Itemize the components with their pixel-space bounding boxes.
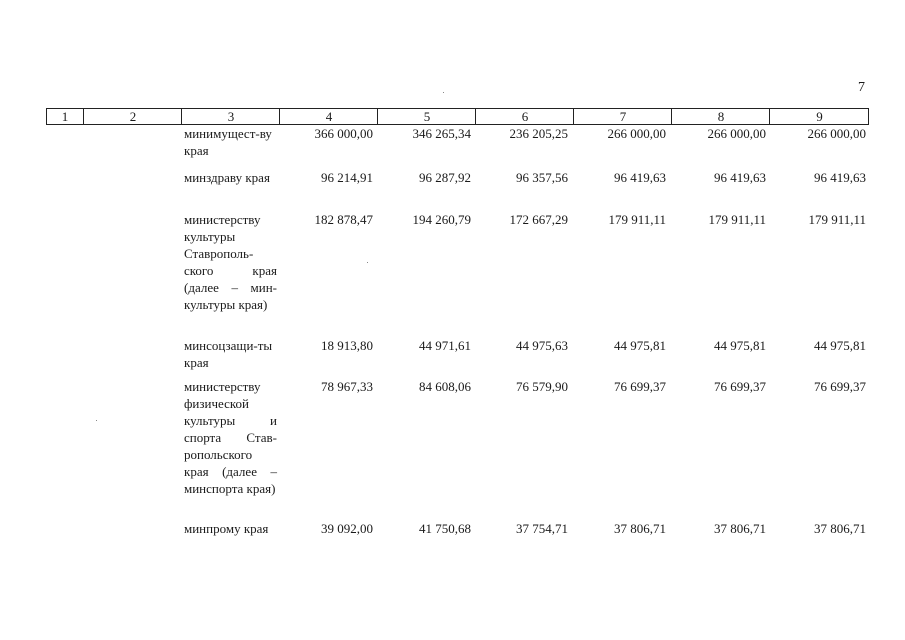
cell-value-col-9: 44 975,81: [814, 338, 866, 353]
cell-value-col-7: 96 419,63: [614, 170, 666, 185]
scan-speck: [96, 420, 97, 421]
row-label: министерству физической культуры и спорт…: [184, 379, 277, 496]
cell-value-col-6: 236 205,25: [509, 126, 569, 141]
cell-value-col-7: 179 911,11: [608, 212, 666, 227]
cell-value-col-6: 37 754,71: [516, 521, 568, 536]
row-label: минимущест-ву края: [184, 126, 272, 158]
cell-value-col-4: 78 967,33: [321, 379, 373, 394]
column-header-1: 1: [61, 109, 69, 124]
cell-value-col-6: 44 975,63: [516, 338, 568, 353]
page-number: 7: [858, 80, 865, 95]
row-label: минздраву края: [184, 170, 270, 185]
column-header-3: 3: [181, 109, 280, 124]
cell-value-col-7: 37 806,71: [614, 521, 666, 536]
cell-value-col-8: 76 699,37: [714, 379, 766, 394]
cell-value-col-4: 39 092,00: [321, 521, 373, 536]
cell-value-col-8: 37 806,71: [714, 521, 766, 536]
cell-value-col-9: 76 699,37: [814, 379, 866, 394]
cell-value-col-4: 182 878,47: [314, 212, 374, 227]
cell-value-col-8: 179 911,11: [708, 212, 766, 227]
cell-value-col-5: 96 287,92: [419, 170, 471, 185]
cell-value-col-5: 84 608,06: [419, 379, 471, 394]
cell-value-col-4: 18 913,80: [321, 338, 373, 353]
cell-value-col-5: 41 750,68: [419, 521, 471, 536]
column-header-2: 2: [83, 109, 182, 124]
column-header-9: 9: [769, 109, 869, 124]
column-header-4: 4: [279, 109, 378, 124]
column-header-5: 5: [377, 109, 476, 124]
cell-value-col-8: 96 419,63: [714, 170, 766, 185]
scan-speck: [367, 262, 368, 263]
column-header-7: 7: [573, 109, 672, 124]
cell-value-col-5: 44 971,61: [419, 338, 471, 353]
cell-value-col-9: 266 000,00: [807, 126, 867, 141]
cell-value-col-8: 266 000,00: [707, 126, 767, 141]
cell-value-col-4: 366 000,00: [314, 126, 374, 141]
cell-value-col-7: 44 975,81: [614, 338, 666, 353]
row-label: министерству культуры Ставрополь-ского к…: [184, 212, 277, 312]
cell-value-col-7: 76 699,37: [614, 379, 666, 394]
cell-value-col-7: 266 000,00: [607, 126, 667, 141]
row-label: минсоцзащи-ты края: [184, 338, 273, 370]
cell-value-col-6: 76 579,90: [516, 379, 568, 394]
cell-value-col-9: 179 911,11: [808, 212, 866, 227]
table-header-row: 1 2 3 4 5 6 7 8 9: [46, 108, 869, 125]
cell-value-col-8: 44 975,81: [714, 338, 766, 353]
cell-value-col-4: 96 214,91: [321, 170, 373, 185]
row-label: минпрому края: [184, 521, 269, 536]
cell-value-col-5: 194 260,79: [412, 212, 472, 227]
cell-value-col-6: 172 667,29: [509, 212, 569, 227]
column-header-8: 8: [671, 109, 770, 124]
column-header-6: 6: [475, 109, 574, 124]
scan-speck: [443, 92, 444, 93]
cell-value-col-5: 346 265,34: [412, 126, 472, 141]
cell-value-col-6: 96 357,56: [516, 170, 568, 185]
cell-value-col-9: 96 419,63: [814, 170, 866, 185]
cell-value-col-9: 37 806,71: [814, 521, 866, 536]
